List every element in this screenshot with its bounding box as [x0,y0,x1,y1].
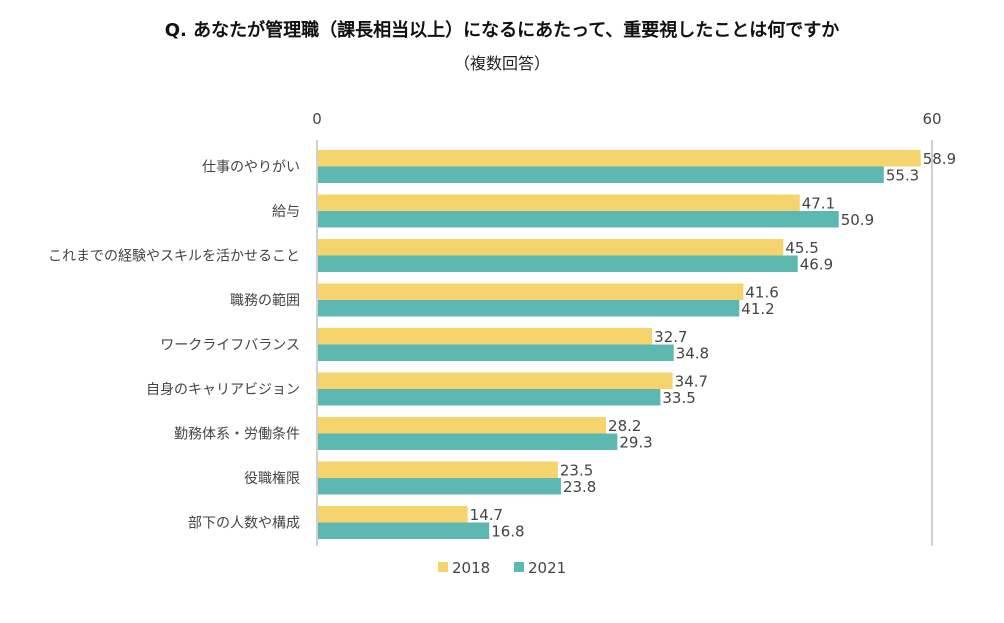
category-label: 給与 [272,204,300,220]
category-label: 部下の人数や構成 [188,516,300,532]
data-label-2018: 23.5 [560,462,593,480]
legend-swatch-2021 [514,562,524,572]
tick-label: 60 [922,110,941,128]
data-label-2021: 46.9 [800,256,833,274]
bar-2018 [318,150,921,167]
category-label: 勤務体系・労働条件 [174,426,300,443]
data-label-2018: 45.5 [785,239,818,257]
bar-2021 [318,433,618,450]
bar-2021 [318,522,490,539]
bar-2018 [318,194,800,211]
data-label-2021: 50.9 [841,211,874,229]
legend-label-2018: 2018 [452,559,490,577]
data-label-2021: 41.2 [741,300,774,318]
bar-2021 [318,166,884,183]
chart-title: Q. あなたが管理職（課長相当以上）になるにあたって、重要視したことは何ですか [164,20,840,41]
data-label-2018: 47.1 [802,195,835,213]
bar-2021 [318,389,661,406]
bar-2018 [318,372,673,389]
legend-label-2021: 2021 [528,559,566,577]
bar-2018 [318,239,784,256]
data-label-2018: 14.7 [470,506,503,524]
bar-2021 [318,255,798,272]
data-label-2018: 34.7 [675,373,708,391]
category-label: 自身のキャリアビジョン [146,382,300,398]
data-label-2018: 32.7 [654,328,687,346]
bar-2021 [318,300,740,317]
tick-label: 0 [312,110,322,128]
bar-2018 [318,461,558,478]
data-label-2021: 55.3 [886,167,919,185]
category-label: ワークライフバランス [160,338,300,354]
bar-2021 [318,478,561,495]
chart-subtitle: （複数回答） [453,54,550,73]
data-label-2021: 16.8 [491,523,524,541]
bar-2018 [318,328,653,345]
bar-2021 [318,211,839,228]
data-label-2021: 29.3 [619,434,652,452]
category-label: 職務の範囲 [230,292,300,309]
data-label-2018: 28.2 [608,417,641,435]
bar-2021 [318,344,674,361]
data-label-2021: 33.5 [662,389,695,407]
category-label: 役職権限 [244,470,300,487]
data-label-2018: 58.9 [923,150,956,168]
category-label: これまでの経験やスキルを活かせること [48,249,300,265]
data-label-2021: 34.8 [676,345,709,363]
data-label-2018: 41.6 [745,284,778,302]
bar-2018 [318,417,607,434]
category-label: 仕事のやりがい [202,160,300,176]
bar-2018 [318,506,468,523]
data-label-2021: 23.8 [563,478,596,496]
bar-2018 [318,283,744,300]
legend-swatch-2018 [438,562,448,572]
